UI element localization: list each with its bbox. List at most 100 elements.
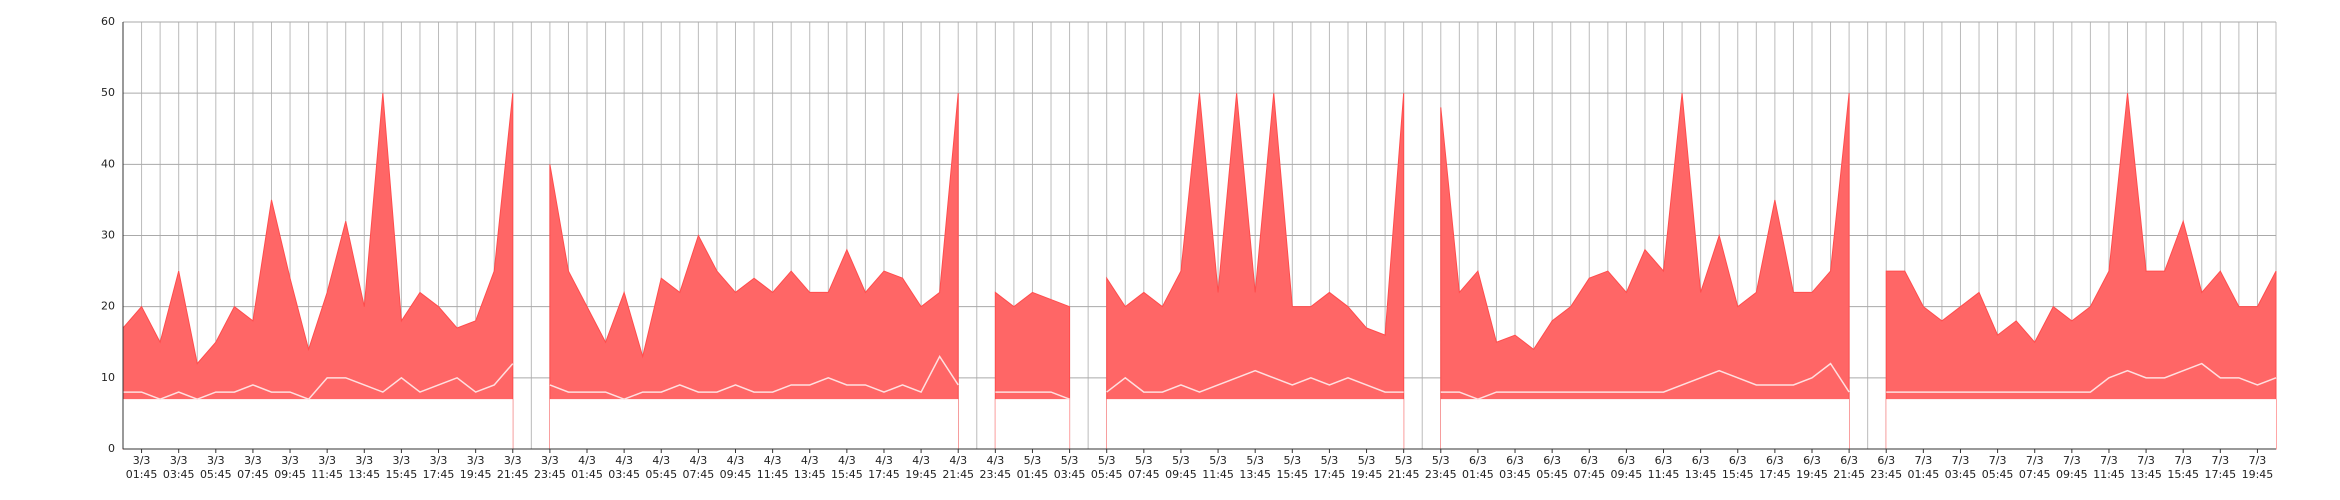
- x-tick-label-line: 4/3: [727, 454, 745, 467]
- x-tick-label: 6/3 15:45: [1722, 454, 1754, 481]
- x-tick-label-line: 4/3: [578, 454, 596, 467]
- x-tick-label-line: 3/3: [430, 454, 448, 467]
- x-tick-label: 4/3 19:45: [905, 454, 937, 481]
- x-tick-label-line: 07:45: [683, 468, 715, 481]
- x-tick-label: 7/3 07:45: [2019, 454, 2051, 481]
- x-tick-label-line: 4/3: [652, 454, 670, 467]
- min-area: [123, 399, 2276, 449]
- x-tick-label: 3/3 05:45: [200, 454, 232, 481]
- x-tick-label: 7/3 11:45: [2093, 454, 2125, 481]
- x-tick-label-line: 5/3: [1135, 454, 1153, 467]
- x-tick-label-line: 11:45: [1202, 468, 1234, 481]
- x-tick-label: 5/3 17:45: [1314, 454, 1346, 481]
- y-tick-label: 20: [101, 300, 115, 313]
- x-tick-label-line: 7/3: [2211, 454, 2229, 467]
- x-tick-label: 5/3 11:45: [1202, 454, 1234, 481]
- x-tick-label-line: 13:45: [348, 468, 380, 481]
- x-tick-label-line: 13:45: [794, 468, 826, 481]
- y-tick-label: 30: [101, 229, 115, 242]
- x-tick-label-line: 5/3: [1172, 454, 1190, 467]
- x-tick-label: 5/3 13:45: [1239, 454, 1271, 481]
- x-tick-label-line: 5/3: [1358, 454, 1376, 467]
- x-tick-label-line: 7/3: [2137, 454, 2155, 467]
- x-tick-label-line: 5/3: [1432, 454, 1450, 467]
- x-tick-label-line: 3/3: [281, 454, 299, 467]
- x-tick-label-line: 23:45: [1425, 468, 1457, 481]
- x-tick-label-line: 07:45: [2019, 468, 2051, 481]
- x-tick-label-line: 6/3: [1506, 454, 1524, 467]
- x-tick-label: 7/3 05:45: [1982, 454, 2014, 481]
- x-tick-label: 4/3 17:45: [868, 454, 900, 481]
- x-tick-label-line: 5/3: [1061, 454, 1079, 467]
- x-tick-label: 6/3 21:45: [1833, 454, 1865, 481]
- x-tick-label-line: 7/3: [2100, 454, 2118, 467]
- x-tick-label-line: 03:45: [1945, 468, 1977, 481]
- y-tick-label: 40: [101, 157, 115, 170]
- x-tick-label: 5/3 23:45: [1425, 454, 1457, 481]
- x-tick-label: 7/3 09:45: [2056, 454, 2088, 481]
- x-tick-label: 4/3 03:45: [608, 454, 640, 481]
- x-tick-label: 5/3 21:45: [1388, 454, 1420, 481]
- x-tick-label: 3/3 11:45: [311, 454, 343, 481]
- y-tick-label: 0: [108, 442, 115, 455]
- x-tick-label: 5/3 01:45: [1017, 454, 1049, 481]
- x-tick-label-line: 6/3: [1692, 454, 1710, 467]
- x-tick-label: 6/3 01:45: [1462, 454, 1494, 481]
- x-tick-label-line: 5/3: [1246, 454, 1264, 467]
- x-tick-label: 4/3 01:45: [571, 454, 603, 481]
- x-tick-label-line: 09:45: [720, 468, 752, 481]
- x-tick-label: 3/3 13:45: [348, 454, 380, 481]
- y-tick-label: 10: [101, 371, 115, 384]
- x-tick-label-line: 4/3: [986, 454, 1004, 467]
- x-tick-label-line: 03:45: [1054, 468, 1086, 481]
- x-tick-label: 4/3 07:45: [683, 454, 715, 481]
- x-tick-label-line: 01:45: [571, 468, 603, 481]
- x-tick-label-line: 6/3: [1877, 454, 1895, 467]
- x-tick-label: 7/3 19:45: [2242, 454, 2274, 481]
- x-tick-label: 6/3 19:45: [1796, 454, 1828, 481]
- x-tick-label: 7/3 13:45: [2130, 454, 2162, 481]
- x-tick-label-line: 4/3: [949, 454, 967, 467]
- x-tick-label-line: 19:45: [1351, 468, 1383, 481]
- y-tick-label: 50: [101, 86, 115, 99]
- x-tick-label-line: 05:45: [1982, 468, 2014, 481]
- x-tick-label: 4/3 21:45: [942, 454, 974, 481]
- x-tick-label-line: 05:45: [200, 468, 232, 481]
- x-tick-label: 6/3 11:45: [1648, 454, 1680, 481]
- x-tick-label-line: 11:45: [1648, 468, 1680, 481]
- x-tick-label-line: 15:45: [386, 468, 418, 481]
- x-tick-label-line: 4/3: [764, 454, 782, 467]
- x-tick-label-line: 11:45: [757, 468, 789, 481]
- x-tick-label-line: 7/3: [2063, 454, 2081, 467]
- x-tick-label: 7/3 17:45: [2204, 454, 2236, 481]
- x-tick-label-line: 7/3: [1952, 454, 1970, 467]
- x-tick-label: 3/3 01:45: [126, 454, 158, 481]
- x-tick-label-line: 09:45: [2056, 468, 2088, 481]
- x-tick-label-line: 6/3: [1729, 454, 1747, 467]
- x-tick-label: 5/3 03:45: [1054, 454, 1086, 481]
- x-tick-label-line: 05:45: [1536, 468, 1568, 481]
- x-tick-label-line: 17:45: [1314, 468, 1346, 481]
- x-tick-label-line: 4/3: [838, 454, 856, 467]
- x-tick-label-line: 6/3: [1840, 454, 1858, 467]
- x-tick-label: 6/3 13:45: [1685, 454, 1717, 481]
- x-tick-label-line: 01:45: [126, 468, 158, 481]
- x-tick-label-line: 05:45: [1091, 468, 1123, 481]
- x-tick-label: 3/3 09:45: [274, 454, 306, 481]
- x-tick-label-line: 01:45: [1017, 468, 1049, 481]
- x-tick-label: 5/3 05:45: [1091, 454, 1123, 481]
- x-tick-label-line: 19:45: [1796, 468, 1828, 481]
- x-tick-label-line: 07:45: [1573, 468, 1605, 481]
- x-tick-label: 6/3 23:45: [1870, 454, 1902, 481]
- x-tick-label-line: 3/3: [355, 454, 373, 467]
- x-tick-label: 6/3 05:45: [1536, 454, 1568, 481]
- x-tick-label: 4/3 13:45: [794, 454, 826, 481]
- x-tick-label: 3/3 23:45: [534, 454, 566, 481]
- x-tick-label-line: 4/3: [615, 454, 633, 467]
- x-tick-label-line: 23:45: [1870, 468, 1902, 481]
- x-tick-label: 3/3 19:45: [460, 454, 492, 481]
- x-tick-label-line: 15:45: [1722, 468, 1754, 481]
- x-tick-label-line: 5/3: [1321, 454, 1339, 467]
- x-tick-label: 3/3 17:45: [423, 454, 455, 481]
- x-tick-label: 3/3 03:45: [163, 454, 195, 481]
